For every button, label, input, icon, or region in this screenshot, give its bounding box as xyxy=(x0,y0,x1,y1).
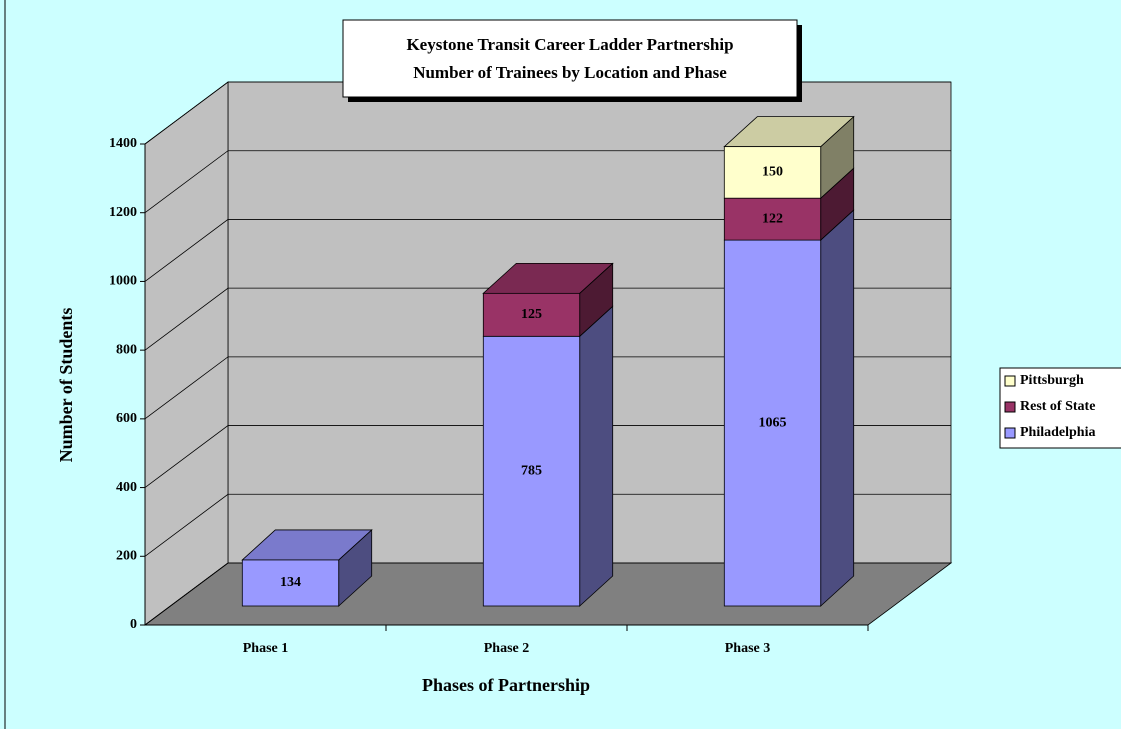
chart-title: Keystone Transit Career Ladder Partnersh… xyxy=(406,35,733,54)
data-label: 134 xyxy=(280,575,301,590)
x-tick-label: Phase 3 xyxy=(725,641,771,656)
legend xyxy=(999,367,1121,449)
y-tick-label: 1200 xyxy=(109,205,137,220)
legend-label: Philadelphia xyxy=(1020,425,1095,440)
bar xyxy=(241,559,340,607)
bar xyxy=(482,292,581,337)
side-wall xyxy=(144,81,229,626)
grid-line xyxy=(144,493,951,557)
y-tick-label: 400 xyxy=(116,480,137,495)
legend-swatch xyxy=(1004,427,1016,439)
y-tick-label: 1400 xyxy=(109,136,137,151)
legend-label: Rest of State xyxy=(1020,399,1095,414)
chart-subtitle: Number of Trainees by Location and Phase xyxy=(413,63,727,82)
grid-line xyxy=(144,562,951,626)
grid-line xyxy=(144,356,951,420)
y-tick-label: 800 xyxy=(116,342,137,357)
data-label: 785 xyxy=(521,463,542,478)
legend-swatch xyxy=(1004,401,1016,413)
data-label: 150 xyxy=(762,165,783,180)
y-tick-label: 200 xyxy=(116,549,137,564)
bar-side xyxy=(820,209,855,607)
data-label: 1065 xyxy=(759,415,787,430)
x-tick-label: Phase 1 xyxy=(243,641,289,656)
y-axis-label: Number of Students xyxy=(56,308,76,463)
bar xyxy=(723,146,822,199)
grid-line xyxy=(144,287,951,351)
bar xyxy=(482,335,581,607)
data-label: 122 xyxy=(762,211,783,226)
grid-line xyxy=(144,425,951,488)
x-axis-label: Phases of Partnership xyxy=(422,675,590,695)
grid-line xyxy=(144,150,951,214)
x-tick-label: Phase 2 xyxy=(484,641,530,656)
bar xyxy=(723,239,822,607)
grid-line xyxy=(144,219,951,282)
y-tick-label: 1000 xyxy=(109,274,137,289)
title-box xyxy=(342,19,798,98)
y-tick-label: 600 xyxy=(116,411,137,426)
y-tick-label: 0 xyxy=(130,617,137,632)
legend-label: Pittsburgh xyxy=(1020,373,1084,388)
bar-side xyxy=(579,305,614,607)
data-label: 125 xyxy=(521,307,542,322)
legend-swatch xyxy=(1004,375,1016,387)
